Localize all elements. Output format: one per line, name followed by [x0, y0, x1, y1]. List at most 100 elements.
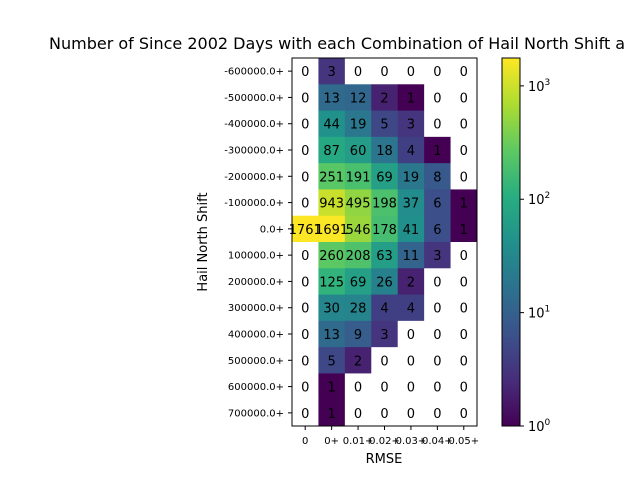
heatmap-cell-value: 26	[376, 275, 393, 290]
heatmap-cell	[450, 84, 478, 112]
heatmap-cell	[318, 399, 346, 427]
heatmap-cell-value: 1761	[289, 223, 322, 238]
heatmap-cell-value: 0	[354, 65, 362, 80]
heatmap-cell-value: 0	[460, 407, 468, 422]
heatmap-cell	[344, 215, 372, 243]
heatmap-cell	[318, 163, 346, 190]
heatmap-cell	[397, 320, 425, 348]
heatmap-cell	[424, 163, 452, 190]
heatmap-cell-value: 0	[407, 381, 415, 396]
heatmap-cell-value: 0	[460, 328, 468, 343]
heatmap-cell-value: 0	[460, 118, 468, 133]
heatmap-cell	[344, 320, 372, 348]
colorbar-tick-label: 103	[528, 78, 550, 95]
heatmap-cell-value: 11	[403, 249, 420, 264]
y-tick-label: -600000.0+	[224, 67, 284, 78]
heatmap-cell	[450, 163, 478, 190]
heatmap-cell	[292, 58, 319, 85]
heatmap-cell	[292, 84, 319, 112]
heatmap-cell	[424, 347, 452, 374]
heatmap-cell-value: 3	[380, 328, 388, 343]
heatmap-cell	[318, 215, 346, 243]
x-axis-ticks: 0 0+ 0.01+0.02+0.03+0.04+0.05+	[302, 426, 479, 447]
heatmap-cell	[318, 320, 346, 348]
heatmap-cell-value: 3	[433, 249, 441, 264]
heatmap-cell-value: 0	[301, 65, 309, 80]
heatmap-cell-value: 198	[372, 197, 397, 212]
heatmap-cell	[371, 163, 399, 190]
heatmap-cell	[424, 110, 452, 138]
heatmap-cell	[397, 268, 425, 296]
y-axis-ticks: -600000.0+ -500000.0+ -400000.0+ -300000.0+…	[224, 67, 292, 419]
heatmap-cell-value: 1	[433, 144, 441, 159]
heatmap-cell-value: 2	[380, 91, 388, 106]
heatmap-cell	[292, 242, 319, 269]
heatmap-cell	[424, 189, 452, 217]
heatmap-cell-value: 1691	[315, 223, 348, 238]
heatmap-cell-value: 0	[460, 91, 468, 106]
heatmap-cell-value: 0	[301, 354, 309, 369]
heatmap-cell-value: 0	[301, 118, 309, 133]
heatmap-cell-value: 13	[323, 91, 340, 106]
heatmap-cell	[371, 347, 399, 374]
heatmap-cell	[424, 215, 452, 243]
heatmap-cell-value: 87	[323, 144, 340, 159]
heatmap-cell-value: 260	[319, 249, 344, 264]
heatmap-cell	[344, 294, 372, 322]
heatmap-cell-value: 1	[328, 407, 336, 422]
heatmap-cell-value: 0	[460, 381, 468, 396]
heatmap-cell-value: 0	[433, 381, 441, 396]
x-axis-label: RMSE	[366, 452, 403, 467]
heatmap-cell	[318, 58, 346, 85]
heatmap-cell	[450, 58, 478, 85]
heatmap-cell-value: 2	[407, 275, 415, 290]
y-tick-label: 700000.0+	[228, 408, 284, 419]
heatmap-cell-value: 0	[354, 381, 362, 396]
heatmap-cell-value: 0	[460, 354, 468, 369]
heatmap-cell-value: 0	[433, 91, 441, 106]
heatmap-cell-value: 0	[460, 65, 468, 80]
heatmap-cell	[318, 189, 346, 217]
x-tick-label: 0.01+	[343, 436, 374, 447]
y-tick-label: 400000.0+	[228, 330, 284, 341]
heatmap-cell-value: 69	[350, 275, 367, 290]
heatmap-cell	[344, 399, 372, 427]
heatmap-cell	[344, 373, 372, 401]
heatmap-cell	[397, 294, 425, 322]
heatmap-cell-value: 37	[403, 197, 420, 212]
heatmap-cell-value: 0	[354, 407, 362, 422]
heatmap-cell	[292, 373, 319, 401]
heatmap-cell	[371, 268, 399, 296]
y-tick-label: 600000.0+	[228, 382, 284, 393]
colorbar-tick-label: 102	[528, 191, 550, 208]
heatmap-cell-labels: 0 3 0 0 0 0 00 13 12 2 1 0 00 44 19 5 3 0 00 87 60 18 4 1 00 251 1…	[289, 65, 468, 422]
heatmap-cell	[397, 163, 425, 190]
heatmap-cell-value: 191	[346, 170, 371, 185]
heatmap-cell-value: 0	[460, 170, 468, 185]
heatmap-cell	[397, 347, 425, 374]
heatmap-cell-value: 0	[460, 249, 468, 264]
heatmap-cell	[371, 373, 399, 401]
heatmap-cell	[397, 58, 425, 85]
heatmap-cell	[450, 373, 478, 401]
heatmap-cell-value: 251	[319, 170, 344, 185]
heatmap-cell	[371, 242, 399, 269]
heatmap-cell-value: 0	[301, 197, 309, 212]
heatmap-cell	[344, 347, 372, 374]
heatmap-cell	[371, 58, 399, 85]
heatmap-cell-value: 0	[460, 302, 468, 317]
heatmap-cell	[450, 294, 478, 322]
heatmap-cell	[450, 399, 478, 427]
heatmap-cell	[424, 373, 452, 401]
x-tick-label: 0.05+	[448, 436, 479, 447]
heatmap-cell	[371, 320, 399, 348]
colorbar-ticks: 100 101 102 103	[520, 78, 551, 435]
heatmap-cell-value: 4	[407, 144, 415, 159]
heatmap-cell-value: 495	[346, 197, 371, 212]
heatmap-cell	[397, 399, 425, 427]
heatmap-cell-value: 12	[350, 91, 367, 106]
heatmap-cell-value: 0	[380, 65, 388, 80]
heatmap-cell-value: 208	[346, 249, 371, 264]
heatmap-cell-value: 28	[350, 302, 367, 317]
heatmap-cell-value: 63	[376, 249, 393, 264]
